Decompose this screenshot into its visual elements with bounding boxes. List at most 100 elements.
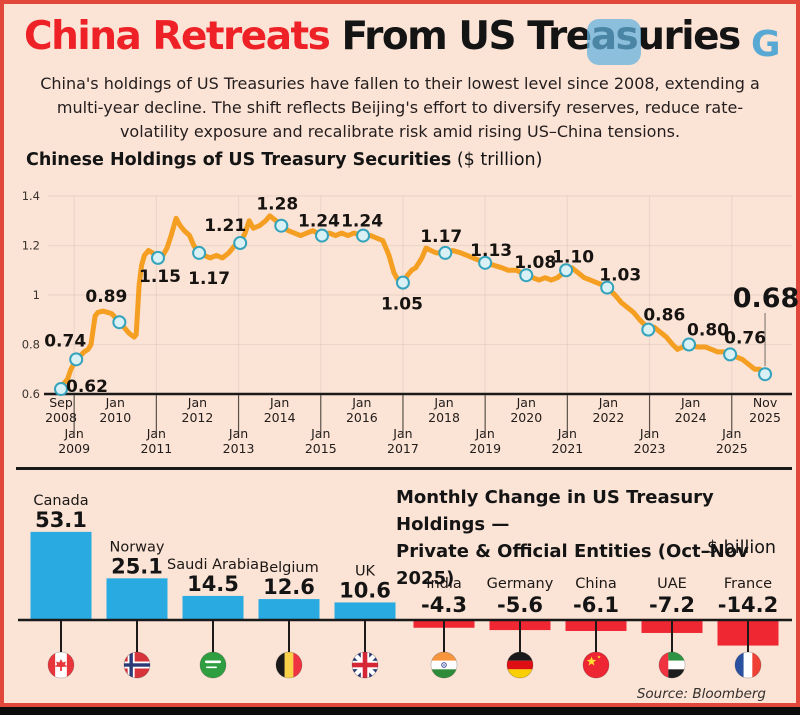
data-point-marker	[559, 263, 574, 278]
svg-text:Jan: Jan	[392, 426, 412, 441]
svg-text:Nov: Nov	[753, 395, 778, 410]
svg-text:2008: 2008	[45, 410, 77, 425]
svg-text:2013: 2013	[223, 441, 255, 456]
data-point-marker	[600, 280, 615, 295]
watermark-logo-icon	[587, 19, 641, 65]
data-point-marker	[519, 268, 534, 283]
svg-text:2016: 2016	[346, 410, 378, 425]
flag-germany-icon	[506, 651, 534, 679]
bar-uk	[334, 602, 396, 620]
svg-text:2018: 2018	[428, 410, 460, 425]
bar-value-china: -6.1	[573, 593, 619, 617]
data-point-marker	[112, 315, 127, 330]
svg-text:2017: 2017	[387, 441, 419, 456]
bar-label-belgium: Belgium	[259, 560, 318, 576]
svg-text:2020: 2020	[510, 410, 542, 425]
data-point-marker	[54, 382, 68, 397]
data-point-label: 1.10	[552, 247, 594, 267]
data-point-label: 1.08	[514, 253, 556, 273]
bar-value-norway: 25.1	[111, 554, 163, 578]
data-point-marker	[478, 255, 493, 270]
svg-text:Jan: Jan	[680, 395, 700, 410]
svg-text:1.4: 1.4	[22, 189, 40, 203]
svg-text:2015: 2015	[305, 441, 337, 456]
holdings-line-series	[58, 213, 768, 392]
svg-text:Jan: Jan	[105, 395, 125, 410]
watermark-text: G	[751, 24, 781, 65]
svg-text:Jan: Jan	[516, 395, 536, 410]
bar-label-saudi-arabia: Saudi Arabia	[167, 557, 259, 573]
data-point-marker	[233, 236, 248, 251]
svg-text:Jan: Jan	[557, 426, 577, 441]
data-point-marker	[758, 367, 773, 382]
svg-text:Jan: Jan	[228, 426, 248, 441]
flag-saudi-arabia-icon	[199, 651, 227, 679]
line-chart-title-bold: Chinese Holdings of US Treasury Securiti…	[26, 150, 452, 170]
data-point-label: 0.76	[724, 328, 766, 348]
data-point-label: 0.80	[687, 321, 729, 341]
page-title: China Retreats From US Treasuries	[24, 14, 794, 59]
data-point-label: 1.21	[204, 216, 246, 236]
bar-belgium	[258, 599, 320, 620]
data-point-label: 0.89	[85, 287, 127, 307]
bar-value-canada: 53.1	[35, 508, 87, 532]
svg-text:Jan: Jan	[598, 395, 618, 410]
svg-text:1: 1	[33, 288, 40, 302]
bar-label-uk: UK	[355, 563, 376, 579]
svg-text:2024: 2024	[675, 410, 707, 425]
flag-india-icon	[430, 651, 458, 679]
svg-text:1.2: 1.2	[22, 239, 40, 253]
bar-chart-title-line1: Monthly Change in US Treasury Holdings —	[396, 487, 714, 535]
data-point-label: 1.17	[188, 269, 230, 289]
page-title-red: China Retreats	[24, 14, 331, 59]
svg-text:Jan: Jan	[187, 395, 207, 410]
bar-value-belgium: 12.6	[263, 575, 315, 599]
svg-text:0.68: 0.68	[733, 283, 800, 314]
bar-label-china: China	[575, 576, 616, 592]
bar-label-norway: Norway	[109, 539, 164, 555]
svg-text:Jan: Jan	[433, 395, 453, 410]
data-point-label: 0.74	[44, 331, 86, 351]
bar-chart-title-line2: Private & Official Entities (Oct–Nov 202…	[396, 541, 749, 589]
svg-text:0.8: 0.8	[22, 338, 40, 352]
bar-saudi-arabia	[182, 595, 244, 620]
source-credit: Source: Bloomberg	[636, 686, 766, 702]
bar-canada	[30, 531, 92, 620]
flag-france-icon	[734, 651, 762, 679]
bar-chart-title: Monthly Change in US Treasury Holdings —…	[396, 484, 798, 592]
line-chart-x-axis: Sep2008Jan2010Jan2012Jan2014Jan2016Jan20…	[44, 392, 792, 456]
bar-label-india: India	[426, 576, 462, 592]
flag-china-icon	[582, 651, 610, 679]
svg-text:Jan: Jan	[310, 426, 330, 441]
bar-label-france: France	[724, 576, 772, 592]
svg-text:Jan: Jan	[721, 426, 741, 441]
data-point-label: 1.28	[256, 195, 298, 215]
data-point-marker	[69, 352, 84, 367]
data-point-marker	[314, 228, 329, 243]
data-point-marker	[274, 218, 289, 233]
subtitle: China's holdings of US Treasuries have f…	[40, 74, 760, 141]
charts-canvas: 1.41.210.80.6Sep2008Jan2010Jan2012Jan201…	[18, 189, 800, 679]
data-point-marker	[395, 275, 410, 290]
data-point-label: 0.62	[66, 377, 108, 397]
line-chart-title-unit: ($ trillion)	[451, 150, 543, 170]
svg-text:2014: 2014	[264, 410, 296, 425]
data-point-markers: 0.620.740.891.15 1.171.211.281.24 1.241.05…	[44, 195, 773, 397]
svg-text:2011: 2011	[140, 441, 172, 456]
data-point-label: 1.13	[470, 241, 512, 261]
svg-text:2019: 2019	[469, 441, 501, 456]
data-point-marker	[192, 245, 207, 260]
svg-text:2025: 2025	[716, 441, 748, 456]
flag-uk-icon	[351, 651, 379, 679]
svg-text:2025: 2025	[749, 410, 781, 425]
svg-text:2009: 2009	[58, 441, 90, 456]
bar-value-india: -4.3	[421, 593, 467, 617]
flag-uae-icon	[658, 651, 686, 679]
bar-value-saudi-arabia: 14.5	[187, 572, 239, 596]
bar-chart-unit-label: $ billion	[706, 538, 776, 558]
data-point-label: 0.86	[643, 306, 685, 326]
svg-text:Jan: Jan	[351, 395, 371, 410]
data-point-marker	[150, 250, 165, 265]
